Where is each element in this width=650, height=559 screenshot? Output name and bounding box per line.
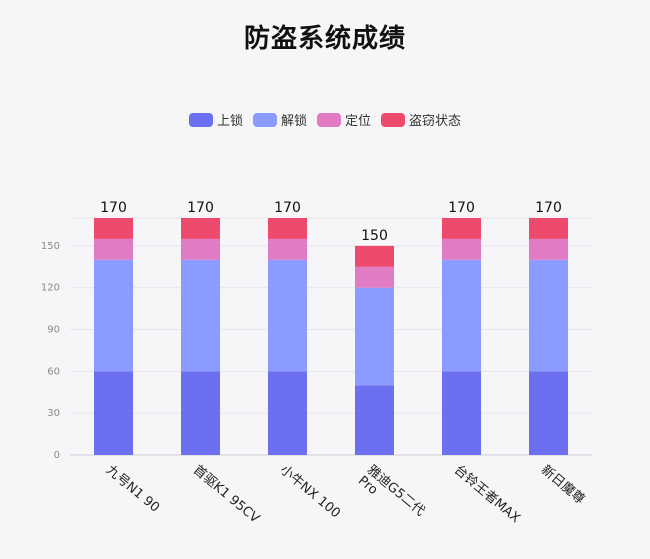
- bar-segment[interactable]: [355, 266, 394, 288]
- bar-segment[interactable]: [268, 259, 307, 372]
- bar-total-label: 170: [100, 200, 127, 216]
- bar-total-label: 170: [535, 200, 562, 216]
- x-tick-label: 台铃王者MAX: [451, 463, 523, 527]
- bar-segment[interactable]: [268, 218, 307, 239]
- bar-segment[interactable]: [442, 238, 481, 260]
- x-tick-label: 雅迪G5二代Pro: [355, 463, 428, 530]
- bar-segment[interactable]: [529, 238, 568, 260]
- legend-label-lock: 上锁: [216, 114, 243, 129]
- legend-swatch-location: [317, 112, 341, 127]
- legend-label-unlock: 解锁: [280, 114, 307, 129]
- legend-item-theft[interactable]: 盗窃状态: [381, 110, 461, 129]
- bar-segment[interactable]: [529, 371, 568, 455]
- legend-item-location[interactable]: 定位: [317, 110, 371, 129]
- bar-segment[interactable]: [181, 259, 220, 372]
- bar-segment[interactable]: [442, 259, 481, 372]
- bar-segment[interactable]: [94, 259, 133, 372]
- bar-segment[interactable]: [94, 238, 133, 260]
- legend-label-theft: 盗窃状态: [409, 114, 462, 129]
- legend-swatch-unlock: [252, 112, 277, 127]
- bar-total-label: 170: [187, 200, 214, 216]
- chart-legend: 上锁 解锁 定位 盗窃状态: [0, 110, 650, 129]
- legend-item-lock[interactable]: 上锁: [188, 110, 243, 129]
- legend-swatch-lock: [188, 112, 213, 127]
- legend-item-unlock[interactable]: 解锁: [252, 110, 307, 129]
- bar-segment[interactable]: [268, 371, 307, 455]
- bar-segment[interactable]: [181, 218, 220, 239]
- bar-segment[interactable]: [355, 287, 394, 386]
- y-tick-label: 150: [41, 241, 60, 252]
- bar-segment[interactable]: [268, 238, 307, 260]
- bar-segment[interactable]: [355, 245, 394, 267]
- x-tick-label: 新日魔尊: [538, 462, 588, 508]
- bar-segment[interactable]: [442, 371, 481, 455]
- bar-segment[interactable]: [529, 259, 568, 372]
- bar-segment[interactable]: [94, 371, 133, 455]
- legend-label-location: 定位: [345, 114, 372, 129]
- bar-segment[interactable]: [181, 238, 220, 260]
- chart-title: 防盗系统成绩: [243, 24, 406, 54]
- y-tick-label: 60: [47, 366, 60, 377]
- bar-total-label: 150: [361, 228, 388, 244]
- y-tick-label: 0: [54, 450, 60, 461]
- bar-segment[interactable]: [355, 385, 394, 455]
- bar-segment[interactable]: [181, 371, 220, 455]
- y-tick-label: 30: [47, 408, 60, 419]
- bar-segment[interactable]: [442, 218, 481, 239]
- bar-total-label: 170: [448, 200, 475, 216]
- y-tick-label: 90: [47, 325, 60, 336]
- bar-segment[interactable]: [94, 218, 133, 239]
- x-tick-label: 小牛NX 100: [277, 463, 343, 522]
- x-tick-label: 首驱K1 95CV: [190, 463, 262, 527]
- y-tick-label: 120: [41, 283, 60, 294]
- legend-swatch-theft: [381, 112, 406, 127]
- bar-segment[interactable]: [529, 218, 568, 239]
- bar-total-label: 170: [274, 200, 301, 216]
- x-tick-label: 九号N1 90: [103, 463, 162, 516]
